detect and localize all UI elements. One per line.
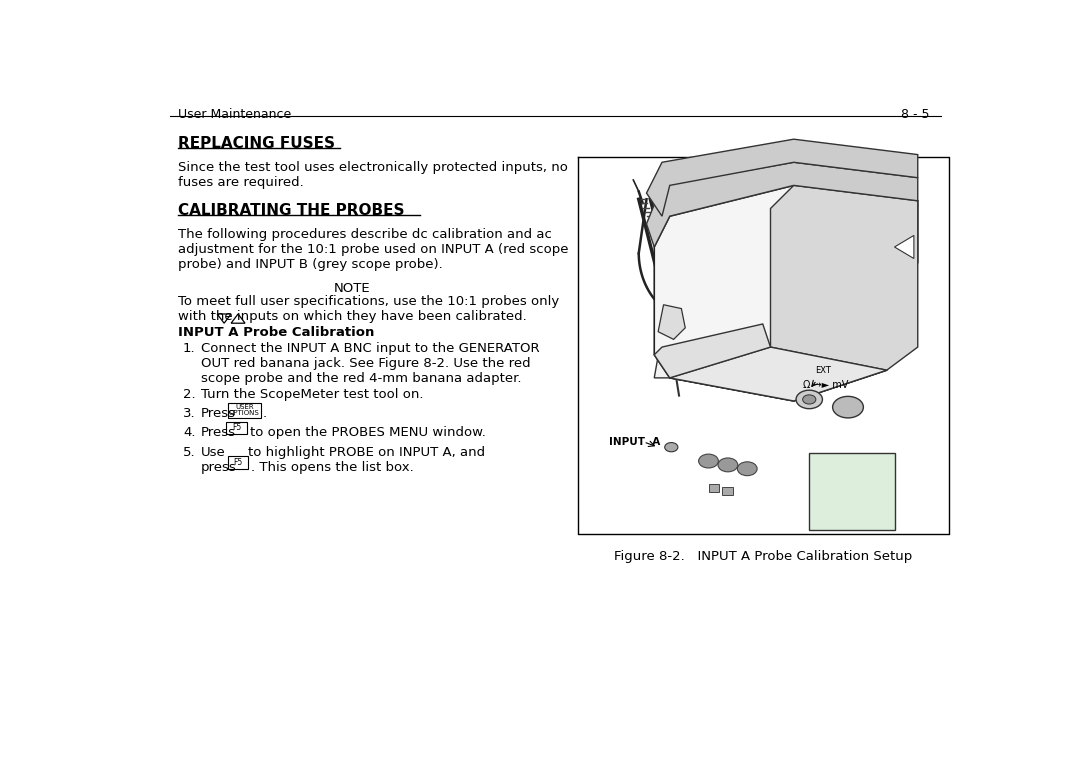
Text: 5.: 5. (183, 446, 195, 459)
Circle shape (699, 454, 718, 468)
FancyBboxPatch shape (723, 487, 733, 495)
Polygon shape (670, 339, 887, 401)
Text: Press: Press (201, 407, 235, 420)
Text: to open the PROBES MENU window.: to open the PROBES MENU window. (249, 427, 486, 440)
Text: press: press (201, 461, 237, 474)
Polygon shape (658, 305, 685, 339)
FancyBboxPatch shape (228, 456, 248, 469)
Text: INPUT  A: INPUT A (609, 437, 661, 447)
Text: To meet full user specifications, use the 10:1 probes only
with the inputs on wh: To meet full user specifications, use th… (177, 296, 558, 324)
Text: 1.: 1. (183, 341, 195, 354)
Text: . This opens the list box.: . This opens the list box. (252, 461, 414, 474)
Polygon shape (231, 314, 245, 323)
Polygon shape (654, 247, 693, 378)
Circle shape (718, 458, 738, 472)
Polygon shape (894, 235, 914, 258)
Text: to highlight PROBE on INPUT A, and: to highlight PROBE on INPUT A, and (248, 446, 485, 459)
Text: Since the test tool uses electronically protected inputs, no
fuses are required.: Since the test tool uses electronically … (177, 161, 567, 189)
Polygon shape (647, 162, 918, 247)
Polygon shape (217, 314, 231, 323)
Circle shape (796, 390, 823, 408)
Text: Use: Use (201, 446, 226, 459)
Polygon shape (670, 347, 887, 401)
Text: USER
OPTIONS: USER OPTIONS (229, 404, 259, 417)
Circle shape (738, 462, 757, 475)
Circle shape (664, 443, 678, 452)
Text: The following procedures describe dc calibration and ac
adjustment for the 10:1 : The following procedures describe dc cal… (177, 228, 568, 271)
Text: 8 - 5: 8 - 5 (901, 108, 930, 121)
Text: F5: F5 (233, 458, 243, 467)
FancyBboxPatch shape (809, 453, 894, 530)
Text: Connect the INPUT A BNC input to the GENERATOR
OUT red banana jack. See Figure 8: Connect the INPUT A BNC input to the GEN… (201, 341, 540, 385)
Polygon shape (654, 185, 918, 401)
Text: 2.: 2. (183, 388, 195, 401)
Text: Turn the ScopeMeter test tool on.: Turn the ScopeMeter test tool on. (201, 388, 423, 401)
Polygon shape (647, 139, 918, 216)
Text: INPUT A Probe Calibration: INPUT A Probe Calibration (177, 326, 374, 339)
Circle shape (833, 396, 863, 418)
Text: User Maintenance: User Maintenance (177, 108, 291, 121)
Text: .: . (262, 407, 267, 420)
Text: F5: F5 (232, 424, 241, 432)
Text: CALIBRATING THE PROBES: CALIBRATING THE PROBES (177, 203, 404, 218)
Polygon shape (654, 324, 770, 378)
Polygon shape (770, 185, 918, 370)
Text: EXT: EXT (815, 366, 832, 375)
Text: Ω →► mV: Ω →► mV (804, 380, 849, 390)
Text: Press: Press (201, 427, 235, 440)
Circle shape (802, 395, 815, 404)
Text: 3.: 3. (183, 407, 195, 420)
Text: 4.: 4. (183, 427, 195, 440)
FancyBboxPatch shape (227, 422, 246, 434)
Text: Figure 8-2.   INPUT A Probe Calibration Setup: Figure 8-2. INPUT A Probe Calibration Se… (613, 549, 912, 562)
Text: REPLACING FUSES: REPLACING FUSES (177, 136, 335, 151)
FancyBboxPatch shape (708, 484, 719, 491)
Text: NOTE: NOTE (334, 283, 370, 296)
FancyBboxPatch shape (228, 402, 260, 418)
